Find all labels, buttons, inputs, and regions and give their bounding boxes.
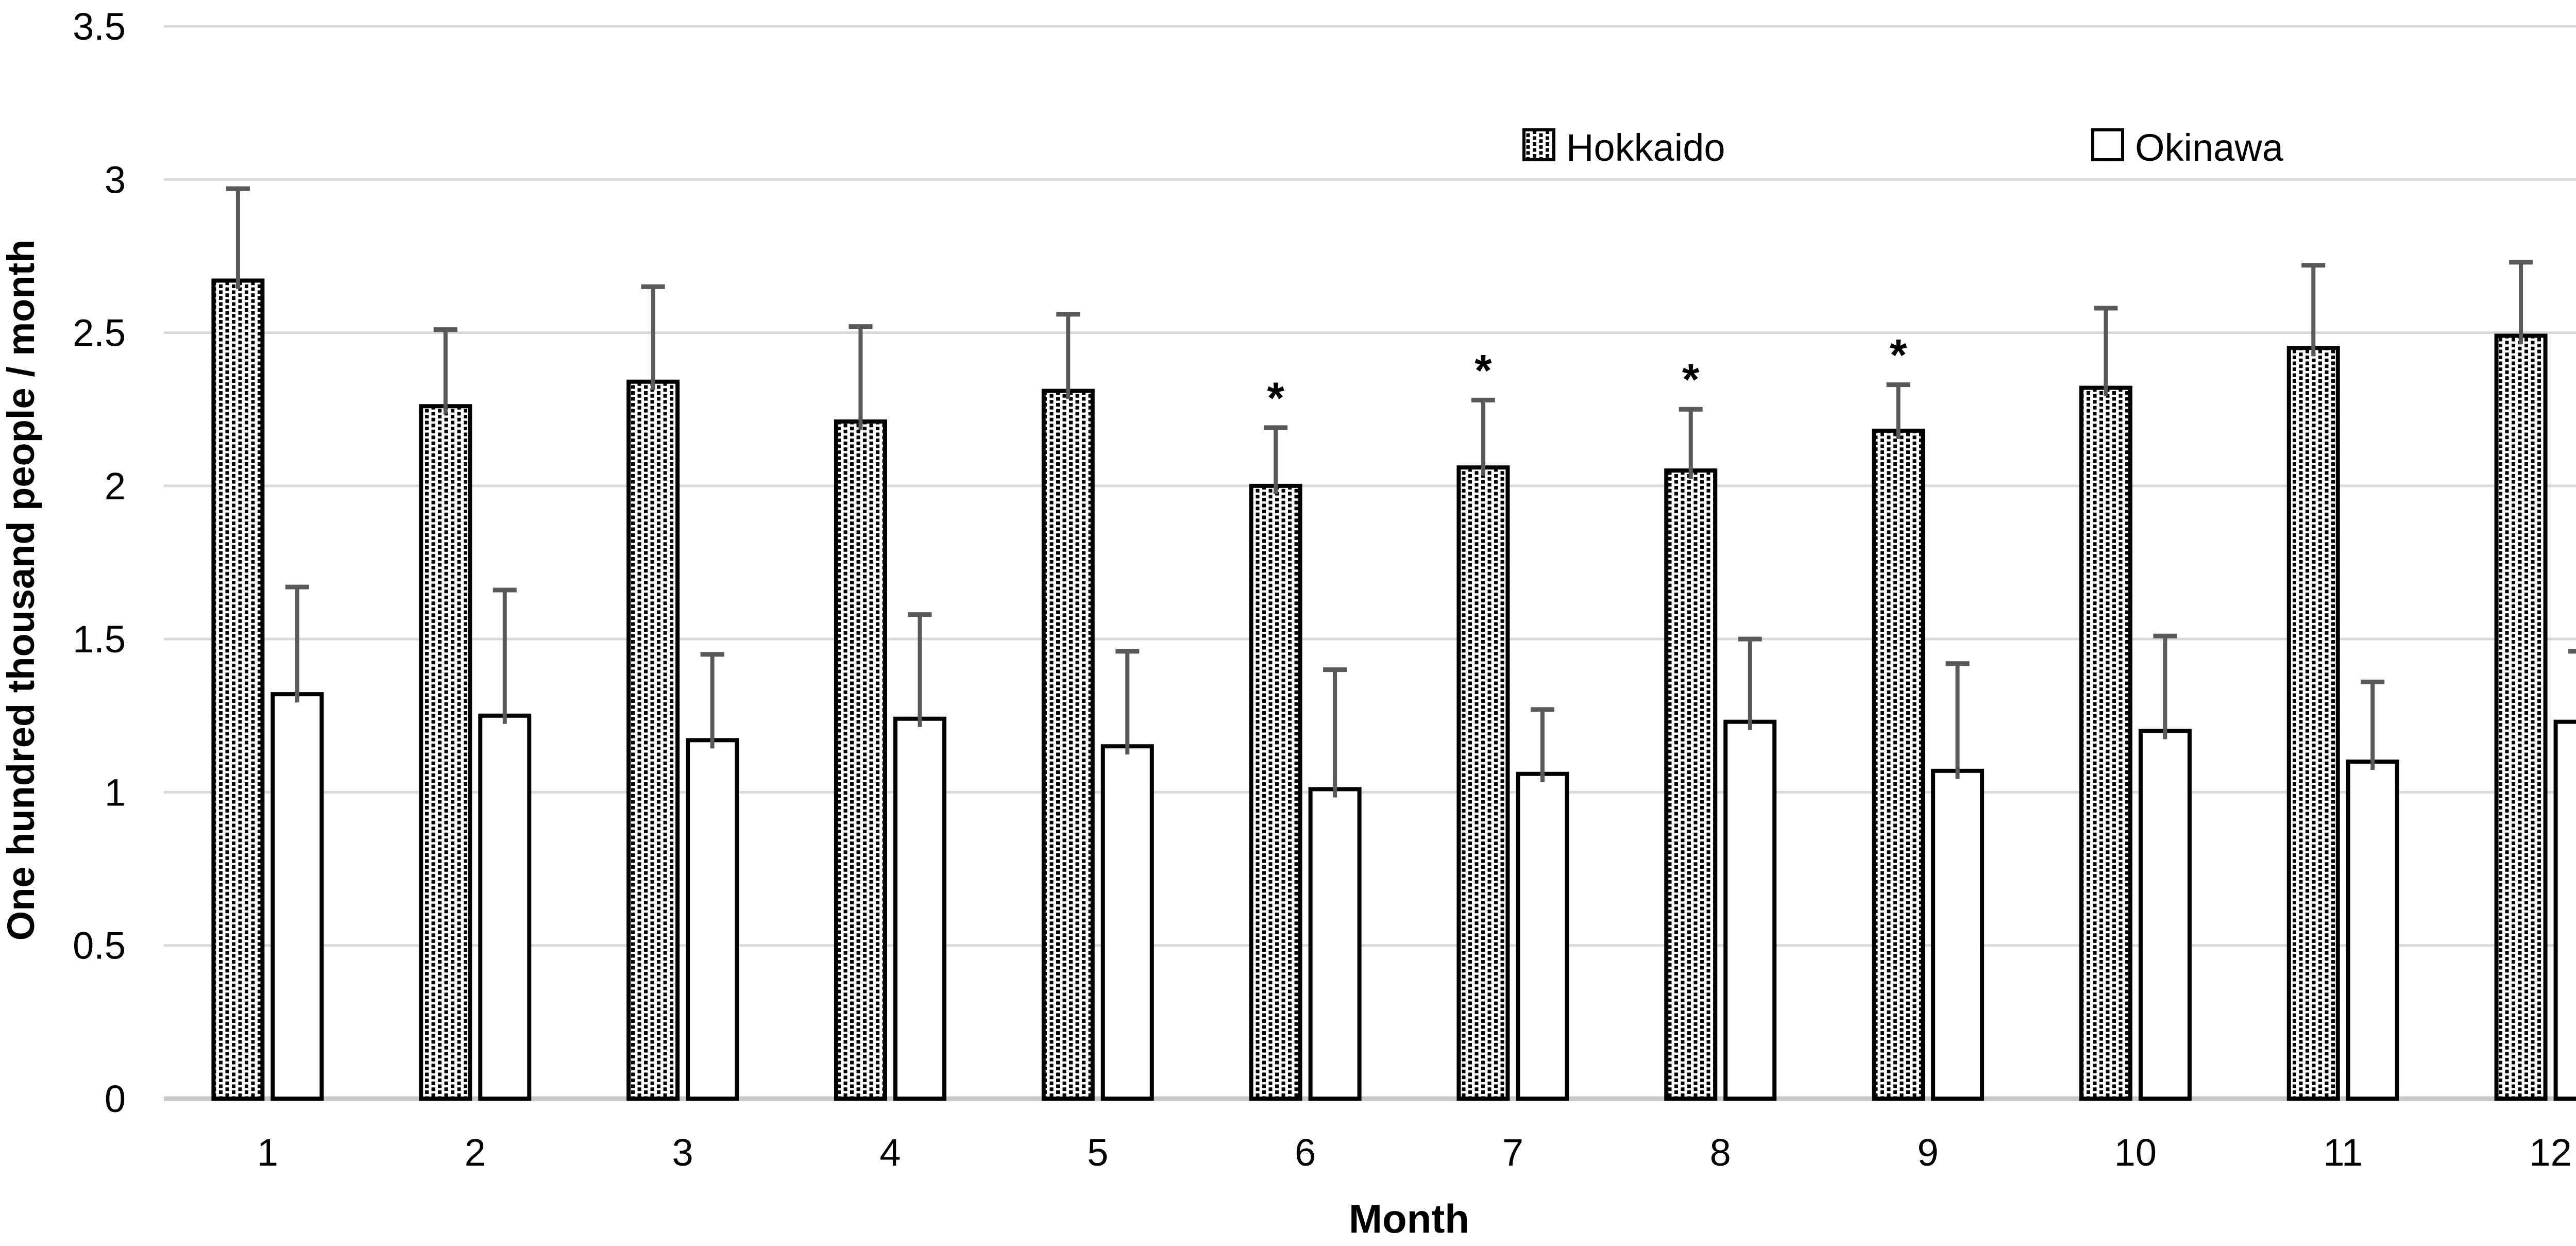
bar-okinawa-month-3 xyxy=(686,738,739,1101)
bar-hokkaido-month-9 xyxy=(1872,428,1925,1101)
bar-hokkaido-month-4 xyxy=(834,419,887,1101)
bar-hokkaido-month-12 xyxy=(2494,333,2548,1101)
bar-okinawa-month-1 xyxy=(270,692,324,1101)
bar-okinawa-month-5 xyxy=(1100,744,1154,1101)
y-tick-label-2: 2 xyxy=(105,465,126,508)
bar-okinawa-month-2 xyxy=(478,713,532,1101)
x-tick-label-5: 5 xyxy=(1087,1131,1108,1174)
x-tick-label-8: 8 xyxy=(1710,1131,1731,1174)
bar-okinawa-month-11 xyxy=(2346,759,2399,1101)
bar-hokkaido-month-1 xyxy=(211,278,265,1101)
legend-item-okinawa[interactable]: Okinawa xyxy=(2091,126,2284,169)
legend-label-okinawa: Okinawa xyxy=(2135,126,2284,169)
y-tick-label-1: 1 xyxy=(105,771,126,814)
bar-hokkaido-month-2 xyxy=(419,404,472,1101)
x-tick-label-3: 3 xyxy=(672,1131,693,1174)
y-tick-label-1.5: 1.5 xyxy=(73,618,126,661)
x-tick-label-12: 12 xyxy=(2529,1131,2571,1174)
bar-okinawa-month-4 xyxy=(893,716,946,1101)
bar-okinawa-month-7 xyxy=(1516,771,1569,1101)
significance-asterisk-month-8: * xyxy=(1682,355,1700,405)
error-bars xyxy=(226,186,2576,798)
y-axis-tick-labels: 0 0.5 1 1.5 2 2.5 3 3.5 xyxy=(73,5,126,1120)
significance-asterisk-month-9: * xyxy=(1890,331,1907,380)
bar-hokkaido-month-3 xyxy=(626,379,680,1101)
x-tick-label-10: 10 xyxy=(2114,1131,2157,1174)
x-tick-label-9: 9 xyxy=(1918,1131,1939,1174)
significance-asterisk-month-7: * xyxy=(1475,346,1492,395)
legend: Hokkaido Okinawa xyxy=(1522,126,2284,169)
bar-hokkaido-month-6 xyxy=(1249,483,1302,1101)
y-tick-label-0: 0 xyxy=(105,1077,126,1120)
gridlines xyxy=(164,25,2576,1101)
legend-label-hokkaido: Hokkaido xyxy=(1566,126,1725,169)
legend-marker-hokkaido-icon xyxy=(1522,128,1555,161)
y-axis-title: One hundred thousand people / month xyxy=(0,240,42,941)
bar-okinawa-month-12 xyxy=(2553,719,2576,1101)
bar-okinawa-month-8 xyxy=(1723,719,1777,1101)
bar-hokkaido-month-8 xyxy=(1664,468,1718,1101)
x-tick-label-7: 7 xyxy=(1502,1131,1523,1174)
legend-item-hokkaido[interactable]: Hokkaido xyxy=(1522,126,1725,169)
bar-hokkaido-month-7 xyxy=(1456,465,1510,1101)
y-tick-label-3: 3 xyxy=(105,158,126,201)
bar-okinawa-month-6 xyxy=(1308,787,1362,1101)
y-tick-label-3.5: 3.5 xyxy=(73,5,126,48)
x-tick-label-2: 2 xyxy=(465,1131,486,1174)
bars xyxy=(211,278,2576,1101)
significance-asterisks: * * * * xyxy=(1267,331,1907,423)
x-tick-label-6: 6 xyxy=(1295,1131,1316,1174)
y-tick-label-2.5: 2.5 xyxy=(73,312,126,355)
bar-okinawa-month-9 xyxy=(1931,768,1985,1101)
bar-hokkaido-month-10 xyxy=(2079,385,2132,1101)
legend-marker-okinawa-icon xyxy=(2091,128,2124,161)
x-axis-tick-labels: 1 2 3 4 5 6 7 8 9 10 11 12 xyxy=(257,1131,2572,1174)
bar-hokkaido-month-11 xyxy=(2286,346,2340,1101)
x-tick-label-11: 11 xyxy=(2323,1131,2363,1174)
significance-asterisk-month-6: * xyxy=(1267,374,1284,423)
y-tick-label-0.5: 0.5 xyxy=(73,924,126,967)
bar-okinawa-month-10 xyxy=(2138,729,2192,1101)
bar-hokkaido-month-5 xyxy=(1041,389,1095,1101)
x-axis-title: Month xyxy=(1349,1196,1469,1241)
x-tick-label-4: 4 xyxy=(879,1131,901,1174)
x-tick-label-1: 1 xyxy=(257,1131,278,1174)
